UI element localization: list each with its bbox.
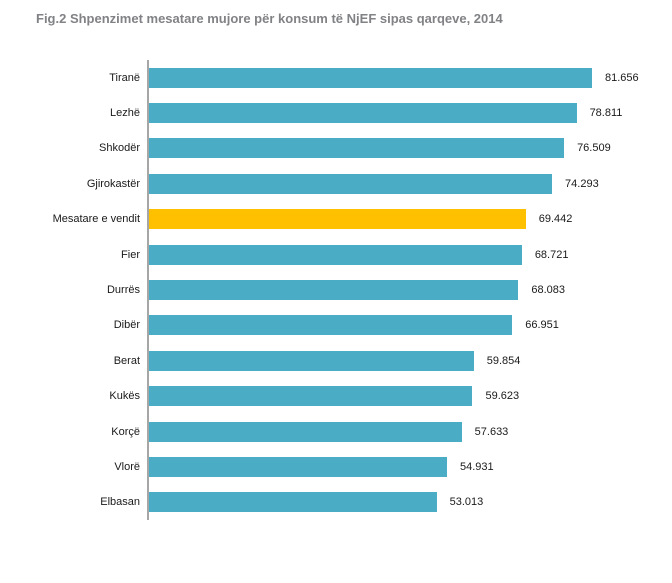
value-label: 68.083 bbox=[531, 284, 566, 297]
chart-row: Dibër 66.951 bbox=[36, 307, 636, 344]
category-label: Korçë bbox=[111, 425, 140, 438]
category-label: Berat bbox=[113, 354, 140, 367]
plot-area-row: 68.721 bbox=[147, 236, 636, 273]
plot-area-row: 76.509 bbox=[147, 130, 636, 167]
plot-area-row: 54.931 bbox=[147, 449, 636, 485]
bar bbox=[149, 138, 565, 159]
value-label: 76.509 bbox=[577, 142, 611, 155]
plot-area-row: 59.854 bbox=[147, 343, 636, 379]
plot-area-row: 66.951 bbox=[147, 307, 636, 344]
value-label: 69.442 bbox=[538, 213, 573, 226]
chart-row: Fier 68.721 bbox=[36, 236, 636, 273]
category-label: Kukës bbox=[109, 390, 140, 403]
chart-row: Korçë 57.633 bbox=[36, 413, 636, 450]
category-label: Dibër bbox=[113, 319, 140, 332]
category-label: Fier bbox=[121, 248, 140, 261]
plot-area-row: 68.083 bbox=[147, 272, 636, 308]
category-label: Lezhë bbox=[110, 107, 140, 120]
category-label: Vlorë bbox=[114, 460, 140, 473]
category-label: Elbasan bbox=[100, 496, 140, 509]
plot-area-row: 59.623 bbox=[147, 378, 636, 414]
chart-row: Durrës 68.083 bbox=[36, 272, 636, 308]
bar-highlighted bbox=[149, 209, 526, 230]
value-label: 78.811 bbox=[589, 107, 623, 120]
chart-row: Shkodër 76.509 bbox=[36, 130, 636, 167]
bar bbox=[149, 421, 462, 442]
chart-title: Fig.2 Shpenzimet mesatare mujore për kon… bbox=[36, 11, 503, 26]
category-label: Durrës bbox=[106, 284, 140, 297]
chart-row: Elbasan 53.013 bbox=[36, 484, 636, 521]
bar bbox=[149, 280, 519, 301]
bar bbox=[149, 386, 473, 407]
value-label: 59.854 bbox=[486, 354, 521, 367]
category-label: Gjirokastër bbox=[86, 177, 140, 190]
bar bbox=[149, 315, 513, 336]
plot-area-row: 74.293 bbox=[147, 166, 636, 202]
plot-area-row: 78.811 bbox=[147, 95, 636, 131]
bar-chart: Tiranë 81.656 Lezhë 78.811 Shkodër 76.50… bbox=[36, 60, 639, 521]
category-label: Mesatare e vendit bbox=[52, 213, 140, 226]
value-label: 74.293 bbox=[565, 177, 599, 190]
chart-row: Vlorë 54.931 bbox=[36, 449, 636, 485]
plot-area-row: 53.013 bbox=[147, 484, 636, 521]
bar bbox=[149, 492, 437, 513]
value-label: 68.721 bbox=[534, 248, 569, 261]
value-label: 66.951 bbox=[525, 319, 559, 332]
plot-area-row: 57.633 bbox=[147, 413, 636, 450]
plot-area-row: 69.442 bbox=[147, 201, 636, 237]
chart-row: Gjirokastër 74.293 bbox=[36, 166, 636, 202]
chart-row: Berat 59.854 bbox=[36, 343, 636, 379]
bar bbox=[149, 244, 522, 265]
chart-row: Tiranë 81.656 bbox=[36, 60, 639, 96]
value-label: 59.623 bbox=[485, 390, 520, 403]
chart-row: Lezhë 78.811 bbox=[36, 95, 636, 131]
chart-row: Kukës 59.623 bbox=[36, 378, 636, 414]
bar bbox=[149, 173, 553, 194]
chart-row: Mesatare e vendit 69.442 bbox=[36, 201, 636, 237]
bar bbox=[149, 103, 577, 124]
value-label: 53.013 bbox=[449, 496, 484, 509]
category-label: Shkodër bbox=[99, 142, 140, 155]
bar bbox=[149, 456, 447, 477]
bar bbox=[149, 350, 474, 371]
value-label: 81.656 bbox=[605, 71, 639, 84]
category-label: Tiranë bbox=[109, 71, 140, 84]
bar bbox=[149, 67, 592, 88]
plot-area-row: 81.656 bbox=[147, 60, 639, 96]
value-label: 54.931 bbox=[460, 460, 494, 473]
value-label: 57.633 bbox=[474, 425, 509, 438]
